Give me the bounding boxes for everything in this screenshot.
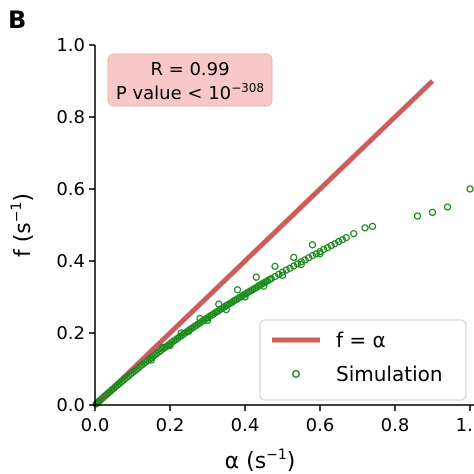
simulation-point: [286, 264, 294, 272]
annotation-r-value: R = 0.99: [150, 59, 229, 80]
simulation-point: [278, 271, 287, 280]
simulation-point: [271, 272, 279, 281]
simulation-point: [338, 236, 347, 244]
x-ticks: 0.0 0.2 0.4 0.6 0.8 1.0: [81, 405, 474, 436]
simulation-point: [158, 343, 167, 352]
simulation-point: [331, 240, 339, 248]
correlation-annotation: R = 0.99 P value < 10−308: [107, 53, 273, 107]
legend-label-identity: f = α: [336, 328, 386, 352]
simulation-point: [301, 256, 309, 264]
x-tick-label: 0.6: [306, 415, 335, 436]
simulation-point: [320, 245, 328, 254]
annotation-p-value: P value < 10−308: [116, 81, 264, 104]
simulation-point: [222, 305, 230, 314]
simulation-point: [413, 212, 422, 220]
x-tick-label: 0.0: [81, 415, 110, 436]
simulation-point: [368, 222, 377, 231]
simulation-point: [327, 241, 335, 250]
simulation-point: [342, 233, 350, 242]
x-tick-label: 0.8: [381, 415, 410, 436]
identity-line: [93, 79, 435, 407]
simulation-point: [308, 251, 317, 260]
simulation-point: [215, 300, 223, 308]
simulation-point: [185, 327, 193, 335]
simulation-point: [305, 254, 313, 262]
simulation-point: [361, 224, 369, 232]
y-tick-label: 0.6: [56, 179, 85, 200]
simulation-point: [252, 273, 260, 281]
y-tick-label: 0.8: [56, 107, 85, 128]
simulation-point: [271, 262, 279, 271]
simulation-point: [350, 229, 358, 238]
identity-line-layer: [93, 79, 435, 407]
simulation-point: [203, 316, 212, 325]
simulation-point: [278, 268, 287, 276]
panel-label: B: [8, 6, 26, 34]
annotation-box: [107, 53, 273, 107]
simulation-point: [233, 286, 242, 294]
x-tick-label: 0.2: [156, 415, 185, 436]
simulation-point: [316, 250, 324, 258]
simulation-point: [297, 258, 305, 266]
simulation-point: [428, 208, 437, 217]
y-ticks: 0.0 0.2 0.4 0.6 0.8 1.0: [56, 35, 95, 416]
y-tick-label: 0.0: [56, 395, 85, 416]
x-tick-label: 0.4: [231, 415, 260, 436]
simulation-point: [166, 341, 174, 350]
simulation-point: [267, 274, 275, 283]
simulation-point: [177, 329, 185, 337]
simulation-point: [316, 247, 324, 256]
simulation-point: [297, 260, 305, 269]
simulation-point: [290, 262, 298, 270]
simulation-point: [275, 270, 283, 278]
y-tick-label: 0.4: [56, 251, 85, 272]
x-axis-label: α (s−1): [225, 447, 296, 474]
y-axis-label: f (s−1): [9, 193, 36, 257]
simulation-point: [96, 396, 105, 404]
y-tick-label: 0.2: [56, 323, 85, 344]
simulation-point: [290, 253, 298, 262]
simulation-point: [282, 266, 290, 274]
simulation-point: [335, 237, 343, 246]
simulation-point: [260, 282, 268, 290]
legend-label-simulation: Simulation: [336, 362, 443, 386]
simulation-point: [241, 293, 249, 301]
x-tick-label: 1.0: [456, 415, 474, 436]
simulation-point: [196, 314, 204, 323]
legend-marker-swatch: [292, 370, 300, 378]
y-tick-label: 1.0: [56, 35, 85, 56]
legend: f = α Simulation: [259, 319, 467, 401]
simulation-points-layer: [92, 185, 474, 408]
simulation-point: [147, 356, 155, 364]
simulation-point: [443, 203, 452, 211]
simulation-point: [312, 250, 320, 258]
simulation-point: [323, 244, 332, 252]
simulation-point: [308, 241, 317, 249]
simulation-point: [466, 185, 474, 193]
simulation-point: [293, 260, 302, 268]
